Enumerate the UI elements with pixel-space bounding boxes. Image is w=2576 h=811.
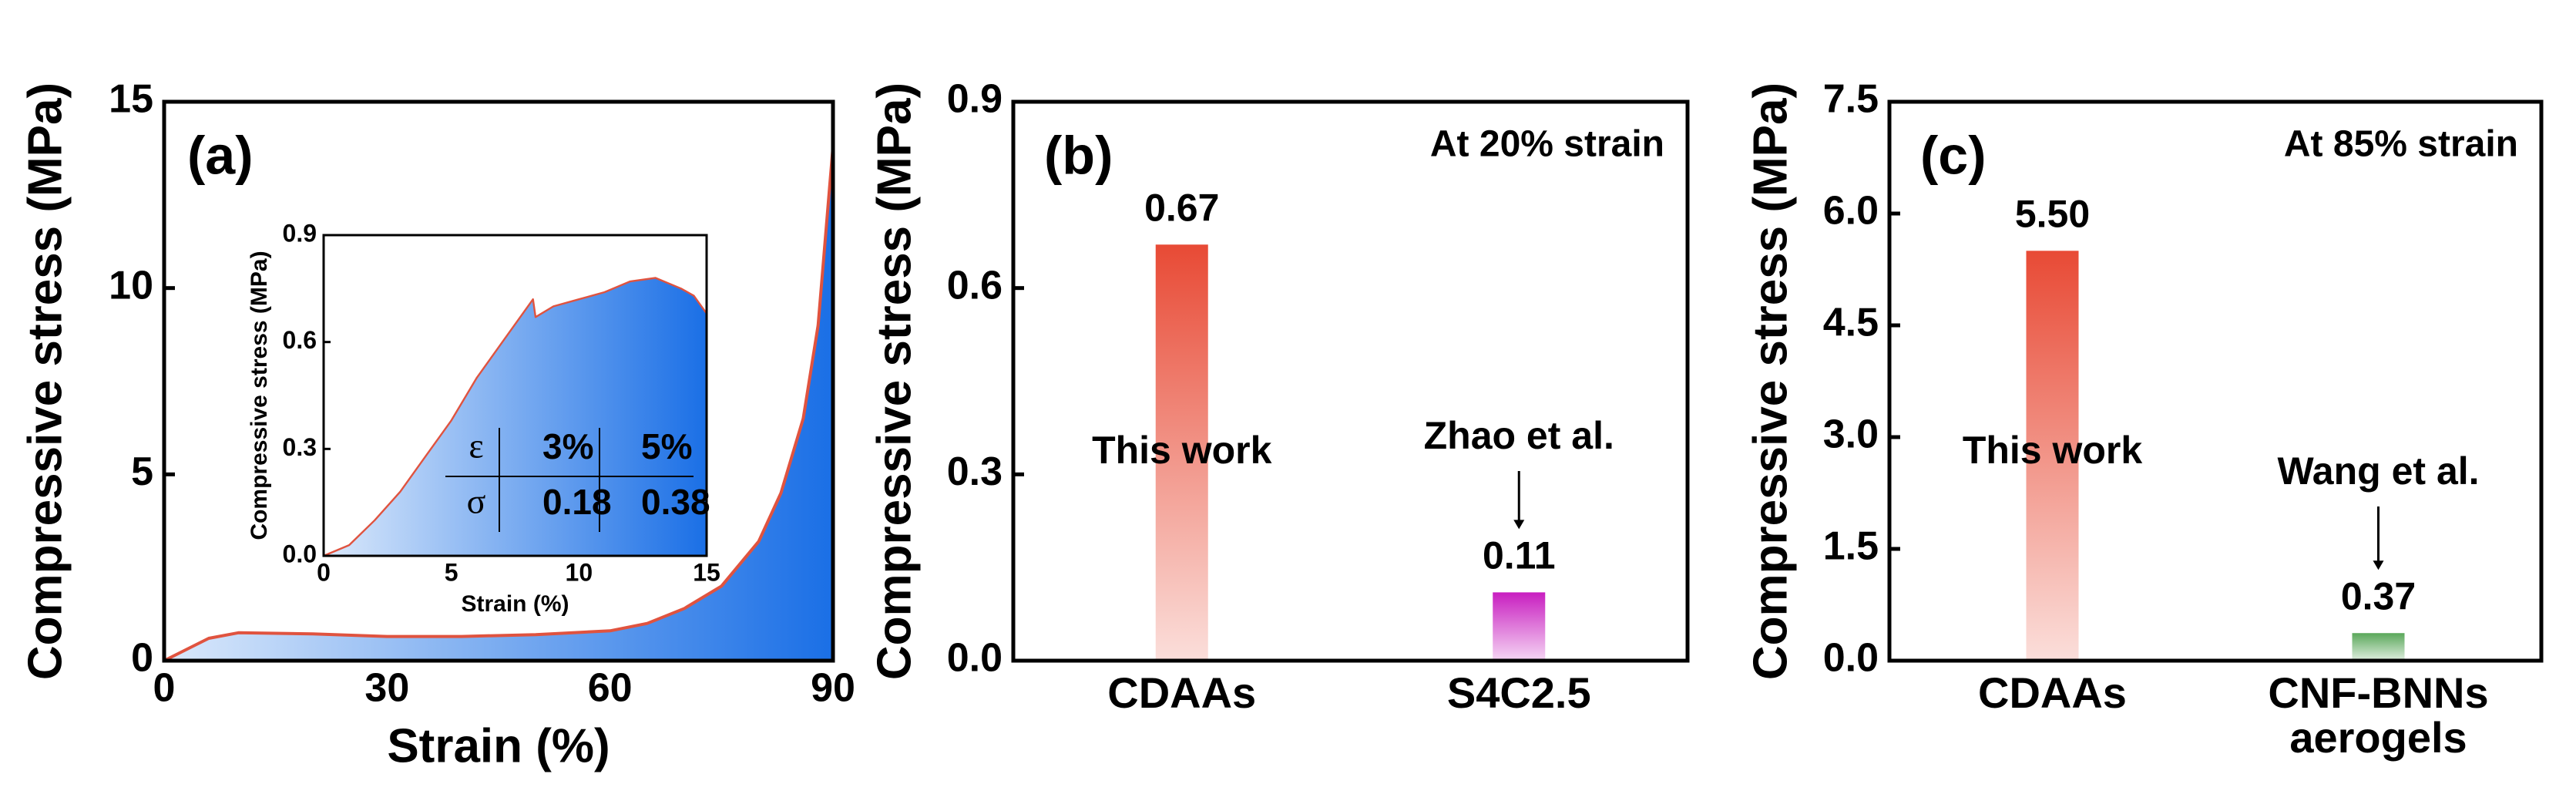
table-cell: σ [467,482,486,521]
x-tick-label: CNF-BNNs aerogels [2268,668,2488,762]
x-tick-label: CDAAs [1107,668,1256,717]
y-tick-label: 0.0 [283,540,317,567]
panel-label: (c) [1920,125,1987,185]
bar-note: This work [1092,429,1272,472]
note: At 20% strain [1430,124,1664,165]
bar [2026,251,2079,661]
bar-note: Zhao et al. [1424,414,1614,457]
line [323,277,707,557]
x-axis-title: Strain (%) [461,591,569,617]
y-axis-title: Compressive stress (MPa) [247,251,272,540]
y-tick-label: 6.0 [1823,189,1879,234]
y-axis-title: Compressive stress (MPa) [868,82,921,680]
table-cell: 0.38 [641,482,710,522]
bar-note: Wang et al. [2277,449,2479,493]
y-tick-label: 0 [131,636,153,681]
table-cell: ε [469,426,483,466]
x-tick-label: 10 [566,558,593,586]
value-label: 0.11 [1483,534,1556,577]
plot-frame [322,234,708,557]
y-tick-label: 0.0 [1823,636,1879,681]
value-label: 5.50 [2015,193,2090,236]
x-tick-label: 30 [364,666,409,711]
y-tick-label: 0.3 [947,449,1003,494]
x-tick-label: 0 [317,558,331,586]
area-fill [164,146,833,661]
panel-label: (b) [1044,125,1113,185]
value-label: 0.67 [1144,186,1219,229]
x-tick-label: CDAAs [1978,668,2127,717]
bar-note: This work [1963,429,2143,472]
arrow-head [2373,560,2384,570]
note: At 85% strain [2284,124,2518,165]
value-label: 0.37 [2341,574,2416,618]
y-axis-title: Compressive stress (MPa) [1744,82,1797,680]
bar [1493,592,1546,661]
y-tick-label: 5 [131,449,153,494]
y-tick-label: 15 [109,77,153,122]
area-fill [324,278,707,556]
y-tick-label: 0.6 [283,326,317,354]
y-tick-label: 1.5 [1823,524,1879,569]
bar [1155,244,1208,661]
y-axis-title: Compressive stress (MPa) [18,82,72,680]
plot-frame [1887,99,2544,663]
x-tick-label: 60 [588,666,633,711]
x-axis-title: Strain (%) [387,719,610,772]
x-tick-label: 0 [153,666,176,711]
y-tick-label: 7.5 [1823,77,1879,122]
y-tick-label: 0.0 [947,636,1003,681]
panel-label: (a) [187,125,254,185]
x-tick-label: S4C2.5 [1447,668,1591,717]
arrow-head [1513,520,1525,530]
table-cell: 5% [641,426,692,466]
table-cell: 3% [542,426,593,466]
y-tick-label: 10 [109,263,153,308]
plot-frame [162,99,835,663]
y-tick-label: 0.9 [283,219,317,247]
plot-frame [1011,99,1690,663]
y-tick-label: 0.6 [947,263,1003,308]
line [163,146,835,662]
y-tick-label: 0.3 [283,433,317,461]
bar [2352,633,2405,661]
table-cell: 0.18 [542,482,612,522]
x-tick-label: 15 [693,558,720,586]
x-tick-label: 5 [445,558,458,586]
y-tick-label: 0.9 [947,77,1003,122]
y-tick-label: 3.0 [1823,412,1879,457]
y-tick-label: 4.5 [1823,301,1879,345]
x-tick-label: 90 [811,666,855,711]
